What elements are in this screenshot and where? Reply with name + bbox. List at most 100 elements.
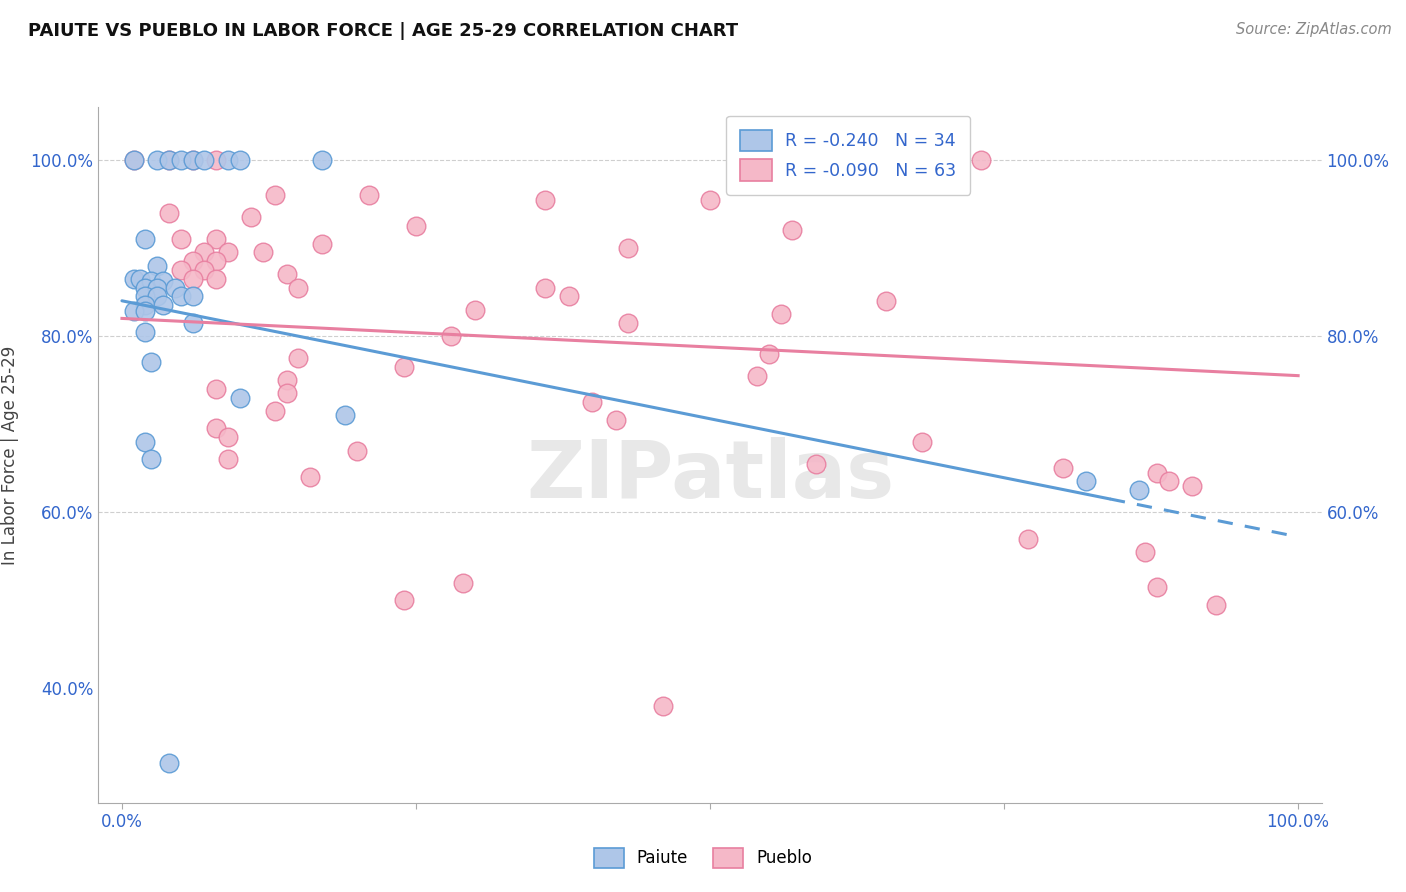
- Point: [1135, 545, 1157, 559]
- Point: [440, 329, 463, 343]
- Point: [652, 698, 675, 713]
- Point: [134, 325, 156, 339]
- Point: [405, 219, 427, 233]
- Point: [128, 272, 150, 286]
- Legend: R = -0.240   N = 34, R = -0.090   N = 63: R = -0.240 N = 34, R = -0.090 N = 63: [727, 116, 970, 194]
- Legend: Paiute, Pueblo: Paiute, Pueblo: [586, 841, 820, 875]
- Point: [934, 153, 956, 167]
- Point: [392, 593, 416, 607]
- Point: [276, 373, 298, 387]
- Point: [146, 259, 169, 273]
- Point: [911, 434, 934, 449]
- Point: [605, 413, 627, 427]
- Point: [1181, 479, 1204, 493]
- Point: [311, 236, 333, 251]
- Point: [141, 355, 163, 369]
- Point: [134, 434, 156, 449]
- Point: [141, 274, 163, 288]
- Point: [157, 153, 180, 167]
- Point: [1128, 483, 1150, 497]
- Point: [146, 280, 169, 294]
- Point: [699, 193, 721, 207]
- Point: [311, 153, 333, 167]
- Point: [181, 153, 204, 167]
- Point: [769, 307, 792, 321]
- Point: [181, 316, 204, 330]
- Point: [299, 470, 322, 484]
- Point: [1076, 475, 1098, 489]
- Point: [263, 404, 285, 418]
- Point: [205, 153, 228, 167]
- Point: [534, 280, 557, 294]
- Point: [228, 153, 250, 167]
- Point: [181, 153, 204, 167]
- Point: [346, 443, 368, 458]
- Point: [122, 153, 145, 167]
- Point: [357, 188, 380, 202]
- Point: [193, 153, 215, 167]
- Point: [170, 263, 193, 277]
- Point: [451, 575, 474, 590]
- Point: [134, 298, 156, 312]
- Point: [181, 254, 204, 268]
- Point: [782, 223, 804, 237]
- Point: [969, 153, 991, 167]
- Point: [1146, 580, 1168, 594]
- Point: [335, 409, 357, 423]
- Point: [745, 368, 768, 383]
- Text: Source: ZipAtlas.com: Source: ZipAtlas.com: [1236, 22, 1392, 37]
- Point: [146, 289, 169, 303]
- Point: [134, 304, 156, 318]
- Point: [134, 280, 156, 294]
- Point: [1157, 475, 1180, 489]
- Point: [1146, 466, 1168, 480]
- Point: [217, 430, 239, 444]
- Point: [464, 302, 486, 317]
- Point: [276, 268, 298, 282]
- Point: [170, 289, 193, 303]
- Point: [276, 386, 298, 401]
- Point: [141, 452, 163, 467]
- Point: [157, 153, 180, 167]
- Point: [616, 241, 638, 255]
- Point: [217, 452, 239, 467]
- Point: [205, 272, 228, 286]
- Point: [157, 205, 180, 219]
- Point: [122, 304, 145, 318]
- Point: [122, 153, 145, 167]
- Point: [534, 193, 557, 207]
- Point: [263, 188, 285, 202]
- Point: [205, 421, 228, 435]
- Point: [1052, 461, 1074, 475]
- Point: [616, 316, 638, 330]
- Point: [152, 298, 174, 312]
- Point: [205, 232, 228, 246]
- Point: [134, 232, 156, 246]
- Point: [758, 346, 780, 360]
- Point: [152, 274, 174, 288]
- Y-axis label: In Labor Force | Age 25-29: In Labor Force | Age 25-29: [1, 345, 20, 565]
- Point: [240, 210, 263, 224]
- Point: [217, 245, 239, 260]
- Point: [157, 756, 180, 771]
- Point: [122, 272, 145, 286]
- Point: [875, 293, 897, 308]
- Point: [1205, 598, 1227, 612]
- Point: [181, 272, 204, 286]
- Point: [392, 359, 416, 374]
- Point: [287, 280, 309, 294]
- Point: [558, 289, 581, 303]
- Point: [181, 289, 204, 303]
- Point: [804, 457, 827, 471]
- Point: [170, 153, 193, 167]
- Point: [205, 382, 228, 396]
- Point: [205, 254, 228, 268]
- Text: ZIPatlas: ZIPatlas: [526, 437, 894, 515]
- Point: [252, 245, 274, 260]
- Point: [193, 245, 215, 260]
- Point: [146, 153, 169, 167]
- Point: [193, 263, 215, 277]
- Point: [581, 395, 603, 409]
- Point: [217, 153, 239, 167]
- Point: [287, 351, 309, 365]
